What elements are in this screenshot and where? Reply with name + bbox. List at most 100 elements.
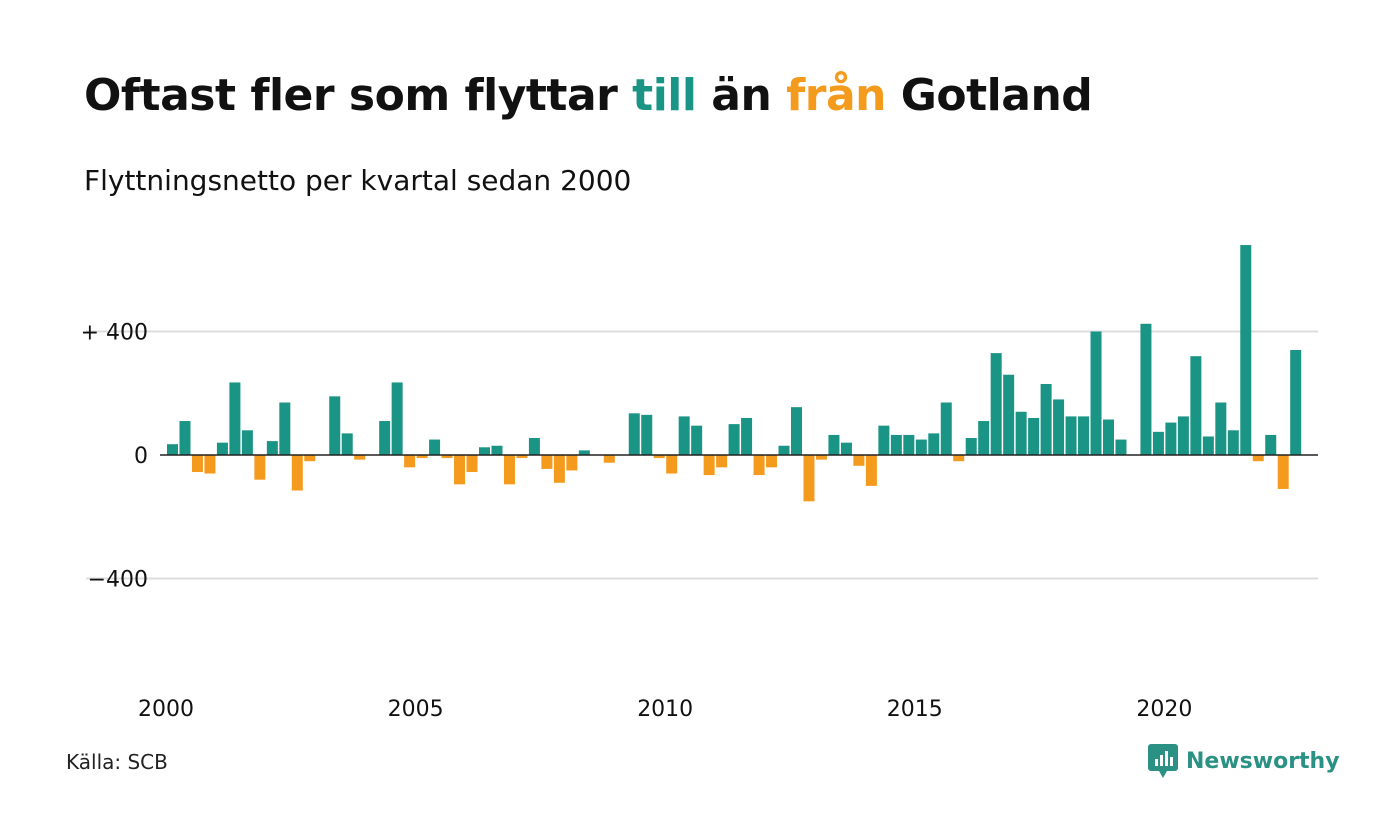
bar bbox=[229, 382, 241, 455]
bar bbox=[503, 455, 515, 485]
bar bbox=[304, 455, 316, 462]
bar bbox=[703, 455, 715, 476]
bar bbox=[1152, 431, 1164, 455]
bar bbox=[915, 439, 927, 455]
bar bbox=[1053, 399, 1065, 455]
bar bbox=[379, 421, 391, 455]
bar bbox=[528, 438, 540, 455]
bar bbox=[1252, 455, 1264, 462]
bar bbox=[1227, 430, 1239, 455]
bar bbox=[1265, 434, 1277, 455]
bar bbox=[1115, 439, 1127, 455]
bar bbox=[641, 414, 653, 455]
bar bbox=[865, 455, 877, 486]
bar bbox=[928, 433, 940, 455]
bar bbox=[1215, 402, 1227, 455]
bar bbox=[791, 407, 802, 455]
bar bbox=[766, 455, 778, 468]
bar bbox=[454, 455, 466, 485]
bar bbox=[878, 425, 890, 455]
title-part-3: Gotland bbox=[885, 70, 1093, 121]
bar bbox=[1202, 436, 1214, 455]
bar bbox=[678, 416, 690, 455]
newsworthy-logo-icon bbox=[1148, 744, 1178, 778]
bar bbox=[978, 421, 990, 455]
brand-logo: Newsworthy bbox=[1148, 744, 1340, 778]
bar bbox=[1140, 323, 1152, 455]
bar bbox=[1165, 422, 1177, 455]
bar bbox=[553, 455, 565, 483]
bar bbox=[466, 455, 478, 472]
bar bbox=[516, 455, 528, 459]
y-tick-label: −400 bbox=[88, 568, 148, 593]
source-note: Källa: SCB bbox=[66, 750, 168, 774]
bar bbox=[416, 455, 428, 459]
bar bbox=[1090, 331, 1102, 455]
axes: + 400 0 −400 2000 2005 2010 2015 2020 bbox=[81, 321, 1318, 722]
bar bbox=[753, 455, 765, 476]
bar bbox=[566, 455, 578, 471]
bar bbox=[578, 450, 590, 455]
bar bbox=[853, 455, 865, 466]
bar bbox=[728, 424, 740, 455]
chart-title: Oftast fler som flyttar till än från Got… bbox=[84, 70, 1093, 121]
bar bbox=[266, 441, 278, 455]
x-tick-label: 2010 bbox=[637, 697, 693, 722]
bar bbox=[391, 382, 403, 455]
x-tick-label: 2000 bbox=[138, 697, 194, 722]
bar bbox=[741, 417, 753, 455]
bar bbox=[691, 425, 703, 455]
bar bbox=[441, 455, 453, 459]
bar bbox=[254, 455, 266, 480]
bar bbox=[191, 455, 203, 472]
bar bbox=[541, 455, 553, 469]
bar bbox=[1028, 417, 1040, 455]
bar bbox=[778, 445, 790, 455]
bar bbox=[1290, 350, 1302, 455]
bar bbox=[1190, 356, 1202, 455]
bar bbox=[1240, 245, 1252, 455]
bar bbox=[1003, 374, 1015, 455]
gridlines bbox=[86, 330, 1318, 580]
bar bbox=[840, 442, 852, 455]
bar bbox=[216, 442, 228, 455]
bar bbox=[279, 402, 291, 455]
bars bbox=[167, 245, 1302, 502]
bar bbox=[828, 434, 840, 455]
bar bbox=[1040, 383, 1052, 455]
bar bbox=[716, 455, 728, 468]
bar-chart: + 400 0 −400 2000 2005 2010 2015 2020 bbox=[81, 245, 1318, 722]
brand-name: Newsworthy bbox=[1186, 748, 1340, 774]
bar bbox=[179, 421, 191, 455]
y-tick-label: 0 bbox=[134, 444, 148, 469]
title-part-1: Oftast fler som flyttar bbox=[84, 70, 633, 121]
bar bbox=[1078, 416, 1090, 455]
bar bbox=[491, 445, 503, 455]
bar bbox=[204, 455, 216, 474]
bar bbox=[291, 455, 303, 491]
chart-subtitle: Flyttningsnetto per kvartal sedan 2000 bbox=[84, 164, 632, 197]
bar bbox=[1103, 419, 1114, 455]
x-tick-label: 2020 bbox=[1136, 697, 1192, 722]
bar bbox=[1065, 416, 1077, 455]
bar bbox=[666, 455, 678, 474]
title-highlight-till: till bbox=[632, 70, 697, 121]
bar bbox=[241, 430, 253, 455]
bar bbox=[1177, 416, 1189, 455]
bar bbox=[329, 396, 341, 455]
y-tick-label: + 400 bbox=[81, 321, 148, 346]
title-highlight-fran: från bbox=[786, 70, 886, 121]
bar bbox=[603, 455, 615, 463]
bar bbox=[167, 444, 178, 455]
bar bbox=[990, 353, 1002, 455]
bar bbox=[628, 413, 640, 455]
bar bbox=[940, 402, 952, 455]
bar bbox=[404, 455, 416, 468]
bar bbox=[953, 455, 965, 462]
bar bbox=[903, 434, 915, 455]
bar bbox=[803, 455, 815, 502]
bar bbox=[1015, 411, 1027, 455]
bar bbox=[965, 438, 977, 455]
bar bbox=[890, 434, 902, 455]
bar bbox=[653, 455, 665, 459]
